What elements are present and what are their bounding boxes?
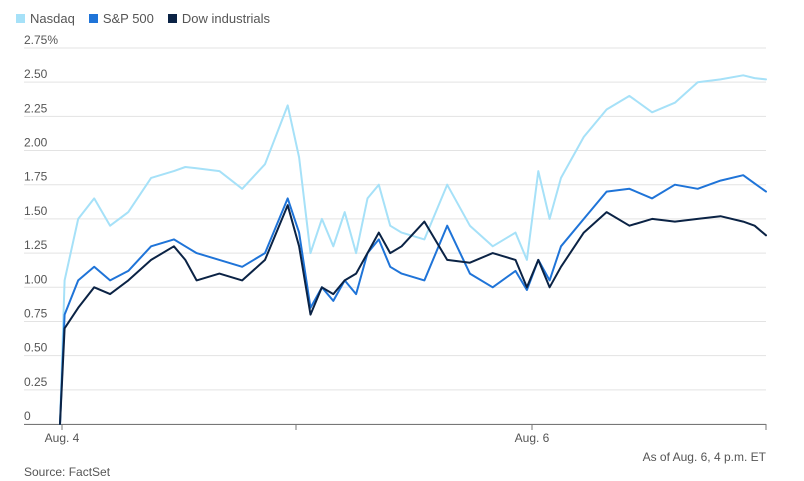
x-tick-label: Aug. 6 [515,431,550,445]
y-tick-label: 2.75% [24,33,58,47]
y-tick-label: 2.00 [24,136,48,150]
y-tick-label: 1.50 [24,204,48,218]
y-tick-label: 1.75 [24,170,48,184]
y-tick-label: 1.25 [24,238,48,252]
as-of-note: As of Aug. 6, 4 p.m. ET [642,450,766,464]
series-line-dow-industrials [59,204,767,425]
y-tick-label: 2.50 [24,67,48,81]
legend-label-nasdaq: Nasdaq [30,11,75,26]
legend-label-sp500: S&P 500 [102,11,154,26]
series-line-s-p-500 [59,174,767,425]
legend: Nasdaq S&P 500 Dow industrials [16,11,270,26]
legend-label-dow: Dow industrials [181,11,271,26]
source-note: Source: FactSet [24,465,111,479]
legend-swatch-sp500 [88,14,98,23]
y-tick-label: 0 [24,409,31,423]
y-tick-label: 0.50 [24,341,48,355]
y-tick-label: 0.75 [24,306,48,320]
legend-item-sp500: S&P 500 [88,11,154,26]
y-tick-label: 0.25 [24,375,48,389]
y-tick-label: 1.00 [24,272,48,286]
legend-swatch-dow [167,14,177,23]
x-tick-label: Aug. 4 [45,431,80,445]
legend-item-dow: Dow industrials [167,11,271,26]
y-tick-label: 2.25 [24,101,48,115]
legend-swatch-nasdaq [16,14,25,23]
legend-item-nasdaq: Nasdaq [16,11,75,26]
series-line-nasdaq [59,74,767,425]
